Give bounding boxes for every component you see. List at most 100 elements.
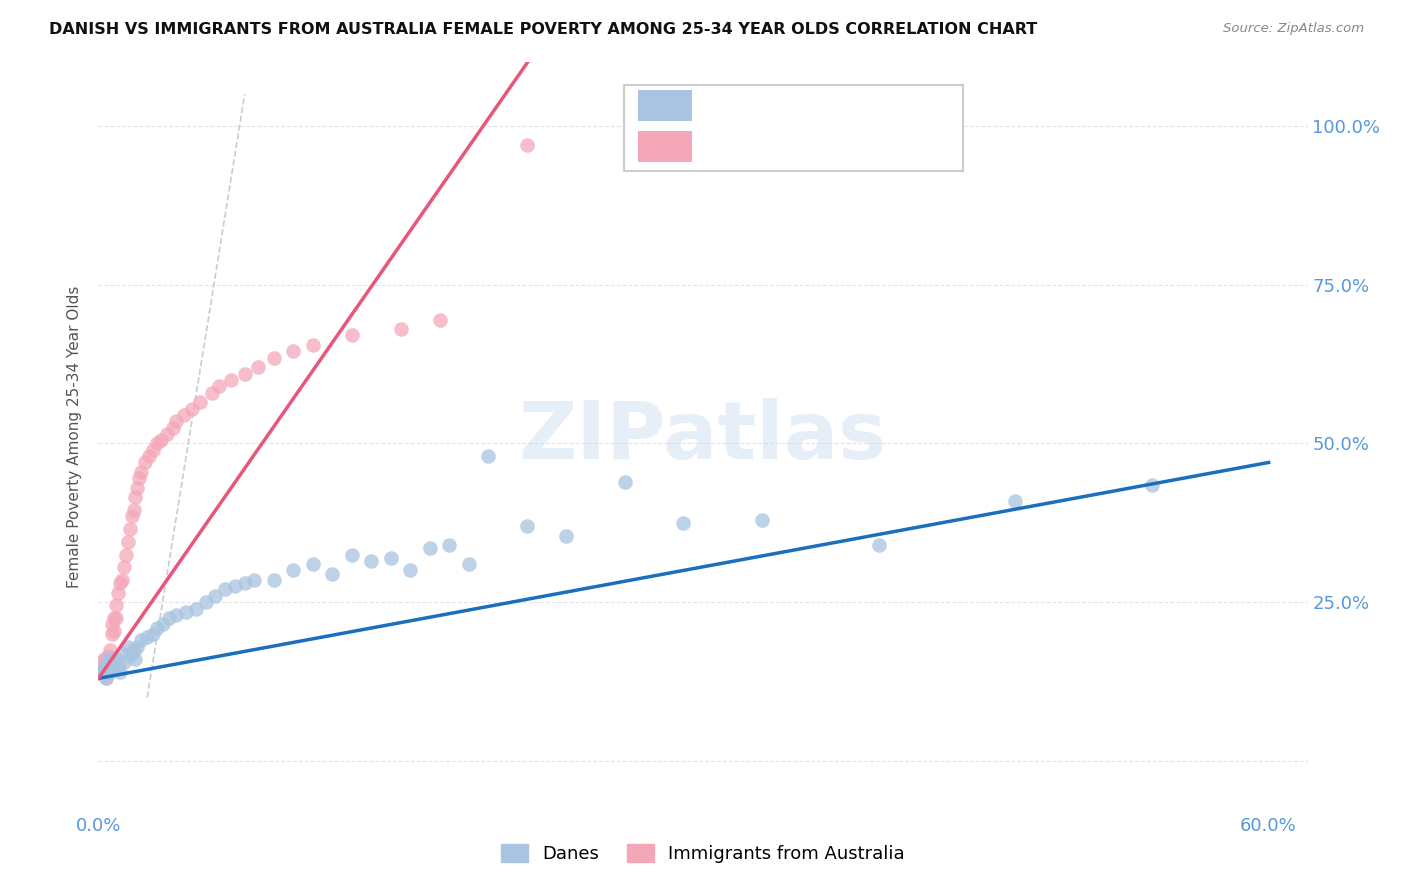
- Point: [360, 554, 382, 568]
- Point: [98, 642, 121, 657]
- Point: [219, 373, 242, 387]
- Point: [138, 449, 160, 463]
- Point: [96, 672, 118, 686]
- Point: [98, 652, 121, 666]
- Point: [111, 573, 134, 587]
- Text: DANISH VS IMMIGRANTS FROM AUSTRALIA FEMALE POVERTY AMONG 25-34 YEAR OLDS CORRELA: DANISH VS IMMIGRANTS FROM AUSTRALIA FEMA…: [49, 22, 1038, 37]
- Point: [200, 385, 222, 400]
- Point: [97, 649, 120, 664]
- Point: [477, 449, 499, 463]
- Point: [283, 563, 305, 577]
- Point: [243, 573, 266, 587]
- Point: [97, 652, 120, 666]
- Point: [516, 138, 538, 153]
- Point: [93, 658, 115, 673]
- Legend: Danes, Immigrants from Australia: Danes, Immigrants from Australia: [494, 837, 912, 870]
- Point: [173, 408, 195, 422]
- Point: [149, 434, 172, 448]
- Point: [127, 640, 149, 654]
- Point: [152, 617, 174, 632]
- Point: [142, 627, 165, 641]
- Point: [128, 471, 150, 485]
- Point: [165, 414, 187, 428]
- Point: [184, 601, 207, 615]
- Point: [107, 658, 129, 673]
- Point: [263, 573, 285, 587]
- Point: [96, 672, 118, 686]
- Point: [614, 475, 637, 489]
- Point: [96, 656, 118, 670]
- Point: [214, 582, 236, 597]
- Point: [233, 367, 256, 381]
- Point: [263, 351, 285, 365]
- Point: [114, 548, 136, 562]
- Point: [136, 630, 159, 644]
- Point: [174, 605, 197, 619]
- Point: [340, 548, 363, 562]
- Point: [165, 607, 187, 622]
- Point: [93, 665, 115, 679]
- Point: [302, 338, 325, 352]
- Point: [188, 395, 211, 409]
- Point: [208, 379, 231, 393]
- Point: [283, 344, 305, 359]
- Point: [162, 420, 184, 434]
- Point: [91, 656, 114, 670]
- Point: [122, 503, 145, 517]
- Point: [122, 642, 145, 657]
- Point: [89, 665, 111, 679]
- Point: [104, 599, 127, 613]
- Point: [131, 633, 153, 648]
- Point: [121, 509, 143, 524]
- Point: [389, 322, 412, 336]
- Point: [118, 649, 141, 664]
- Point: [112, 560, 135, 574]
- Point: [107, 585, 129, 599]
- Point: [124, 491, 146, 505]
- Point: [121, 646, 143, 660]
- Point: [672, 516, 695, 530]
- Point: [419, 541, 441, 556]
- Point: [302, 557, 325, 571]
- Point: [103, 611, 125, 625]
- Point: [224, 579, 246, 593]
- Point: [97, 662, 120, 676]
- Point: [108, 576, 131, 591]
- Point: [204, 589, 226, 603]
- Point: [156, 426, 179, 441]
- Point: [101, 627, 124, 641]
- Point: [103, 662, 125, 676]
- Point: [247, 360, 270, 375]
- Text: ZIPatlas: ZIPatlas: [519, 398, 887, 476]
- Point: [157, 611, 180, 625]
- Point: [98, 665, 121, 679]
- Point: [134, 455, 156, 469]
- Point: [555, 528, 578, 542]
- Point: [91, 665, 114, 679]
- Point: [146, 621, 169, 635]
- Point: [142, 442, 165, 457]
- Point: [458, 557, 481, 571]
- Point: [439, 538, 461, 552]
- Point: [124, 652, 146, 666]
- Point: [101, 656, 124, 670]
- Point: [146, 436, 169, 450]
- Point: [104, 652, 127, 666]
- Point: [118, 522, 141, 536]
- Point: [93, 652, 115, 666]
- Point: [233, 576, 256, 591]
- Point: [181, 401, 204, 416]
- Point: [104, 611, 127, 625]
- Y-axis label: Female Poverty Among 25-34 Year Olds: Female Poverty Among 25-34 Year Olds: [67, 286, 83, 588]
- Point: [340, 328, 363, 343]
- Text: Source: ZipAtlas.com: Source: ZipAtlas.com: [1223, 22, 1364, 36]
- Point: [516, 519, 538, 533]
- Point: [321, 566, 343, 581]
- Point: [103, 624, 125, 638]
- Point: [131, 465, 153, 479]
- Point: [108, 665, 131, 679]
- Point: [111, 646, 134, 660]
- Point: [868, 538, 890, 552]
- Point: [380, 550, 402, 565]
- Point: [112, 656, 135, 670]
